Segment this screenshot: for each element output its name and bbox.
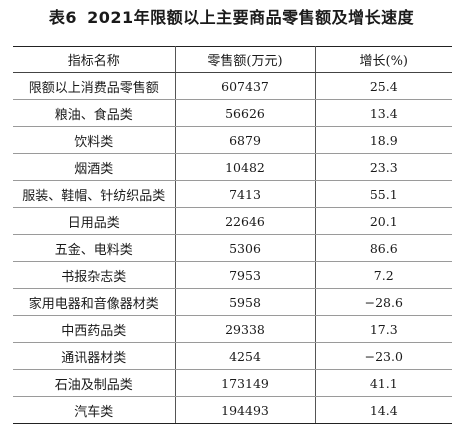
header-sales: 零售额(万元) [174, 46, 316, 73]
row-growth: 20.1 [314, 207, 452, 235]
row-growth: −28.6 [314, 288, 452, 316]
row-sales: 5958 [174, 288, 316, 316]
row-sales: 7953 [174, 261, 316, 289]
row-growth: 13.4 [314, 99, 452, 127]
row-sales: 5306 [174, 234, 316, 262]
row-name: 服装、鞋帽、针纺织品类 [13, 180, 176, 208]
row-sales: 173149 [174, 369, 316, 397]
row-growth: 23.3 [314, 153, 452, 181]
table-row: 通讯器材类 4254 −23.0 [13, 342, 452, 370]
table-row: 限额以上消费品零售额 607437 25.4 [13, 72, 452, 100]
row-name: 家用电器和音像器材类 [13, 288, 176, 316]
row-sales: 22646 [174, 207, 316, 235]
row-sales: 194493 [174, 396, 316, 424]
row-name: 五金、电料类 [13, 234, 176, 262]
row-name: 书报杂志类 [13, 261, 176, 289]
table-header-row: 指标名称 零售额(万元) 增长(%) [13, 46, 452, 73]
row-sales: 4254 [174, 342, 316, 370]
row-name: 石油及制品类 [13, 369, 176, 397]
row-growth: 41.1 [314, 369, 452, 397]
row-sales: 6879 [174, 126, 316, 154]
row-name: 通讯器材类 [13, 342, 176, 370]
row-growth: 86.6 [314, 234, 452, 262]
row-name: 日用品类 [13, 207, 176, 235]
row-name: 烟酒类 [13, 153, 176, 181]
table-row: 汽车类 194493 14.4 [13, 396, 452, 424]
row-sales: 29338 [174, 315, 316, 343]
table-row: 饮料类 6879 18.9 [13, 126, 452, 154]
header-growth: 增长(%) [314, 46, 452, 73]
row-sales: 10482 [174, 153, 316, 181]
table-number: 表6 [48, 8, 77, 27]
table-row: 五金、电料类 5306 86.6 [13, 234, 452, 262]
table-row: 粮油、食品类 56626 13.4 [13, 99, 452, 127]
header-indicator-name: 指标名称 [13, 46, 176, 73]
row-growth: 17.3 [314, 315, 452, 343]
row-sales: 7413 [174, 180, 316, 208]
table-row: 烟酒类 10482 23.3 [13, 153, 452, 181]
row-name: 中西药品类 [13, 315, 176, 343]
row-growth: 7.2 [314, 261, 452, 289]
row-growth: −23.0 [314, 342, 452, 370]
row-growth: 55.1 [314, 180, 452, 208]
row-name: 饮料类 [13, 126, 176, 154]
table-row: 日用品类 22646 20.1 [13, 207, 452, 235]
row-sales: 56626 [174, 99, 316, 127]
row-name: 限额以上消费品零售额 [13, 72, 176, 100]
row-growth: 25.4 [314, 72, 452, 100]
table-row: 服装、鞋帽、针纺织品类 7413 55.1 [13, 180, 452, 208]
table-title: 表6 2021年限额以上主要商品零售额及增长速度 [0, 6, 463, 30]
retail-sales-table: 指标名称 零售额(万元) 增长(%) 限额以上消费品零售额 607437 25.… [13, 46, 452, 424]
row-growth: 18.9 [314, 126, 452, 154]
row-sales: 607437 [174, 72, 316, 100]
table-row: 书报杂志类 7953 7.2 [13, 261, 452, 289]
table-row: 石油及制品类 173149 41.1 [13, 369, 452, 397]
row-name: 汽车类 [13, 396, 176, 424]
table-row: 中西药品类 29338 17.3 [13, 315, 452, 343]
table-title-text: 2021年限额以上主要商品零售额及增长速度 [87, 8, 415, 27]
table-row: 家用电器和音像器材类 5958 −28.6 [13, 288, 452, 316]
row-growth: 14.4 [314, 396, 452, 424]
row-name: 粮油、食品类 [13, 99, 176, 127]
